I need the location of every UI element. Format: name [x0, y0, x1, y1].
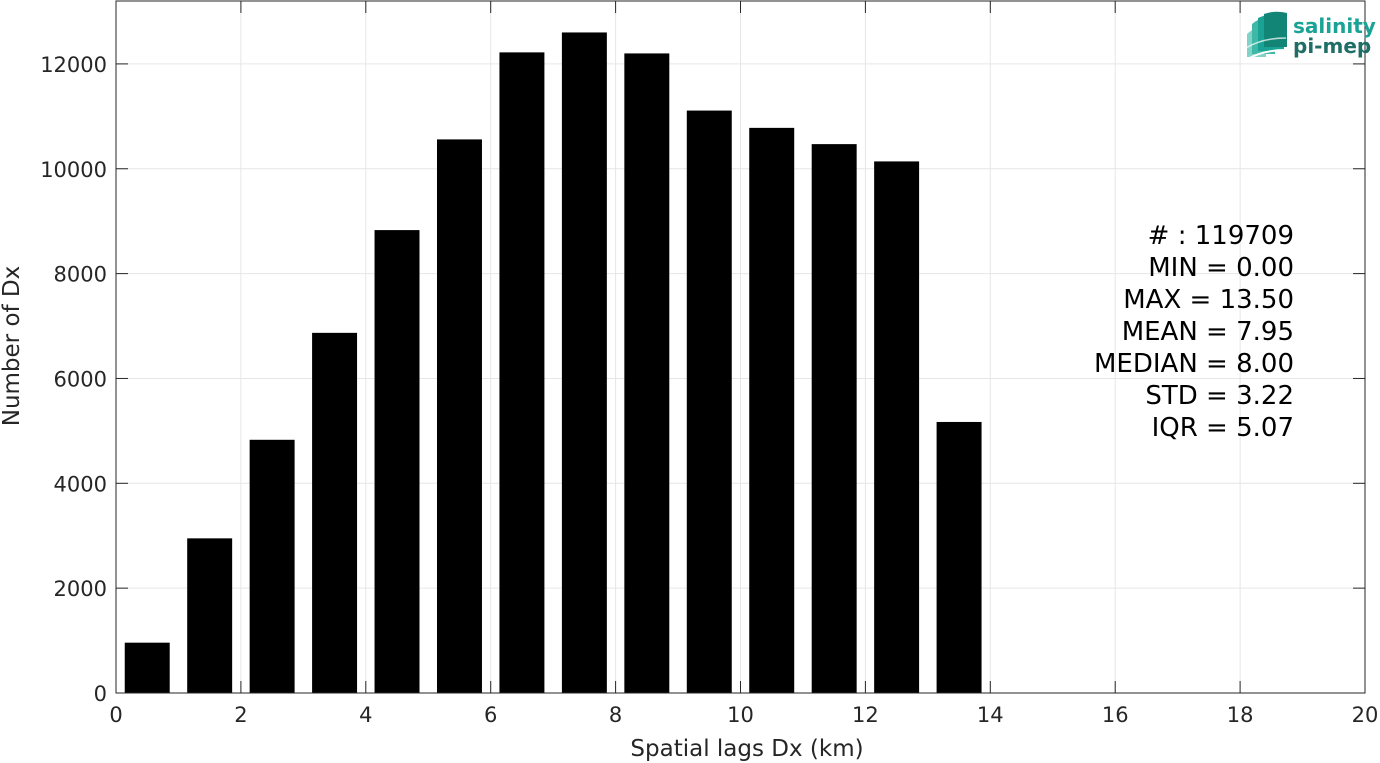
- histogram-bar: [561, 32, 607, 694]
- stat-line: MEAN = 7.95: [1122, 317, 1294, 347]
- stat-line: MEDIAN = 8.00: [1094, 349, 1294, 379]
- histogram-bar: [874, 161, 920, 693]
- histogram-bar: [124, 642, 170, 693]
- histogram-bar: [249, 439, 295, 693]
- y-tick-label: 4000: [54, 472, 107, 496]
- grid-lines: [115, 1, 1366, 694]
- y-tick-label: 12000: [40, 53, 107, 77]
- x-tick-label: 2: [234, 703, 247, 727]
- axis-ticks: [115, 1, 1366, 694]
- y-tick-label: 8000: [54, 263, 107, 287]
- histogram-bar: [936, 421, 982, 693]
- y-tick-labels: 0 2000 4000 6000 8000 10000 12000: [40, 53, 107, 706]
- histogram-bar: [374, 230, 420, 693]
- stat-line: MAX = 13.50: [1123, 285, 1294, 315]
- histogram-bar: [436, 139, 482, 693]
- x-tick-label: 6: [484, 703, 497, 727]
- x-tick-label: 8: [609, 703, 622, 727]
- x-tick-labels: 0 2 4 6 8 10 12 14 16 18 20: [109, 703, 1378, 727]
- stat-line: MIN = 0.00: [1148, 253, 1294, 283]
- bars: [124, 32, 982, 694]
- y-tick-label: 10000: [40, 158, 107, 182]
- histogram-bar: [811, 144, 857, 694]
- salinity-pi-mep-logo: salinity pi-mep: [1245, 11, 1376, 61]
- histogram-bar: [686, 110, 732, 694]
- x-tick-label: 4: [359, 703, 372, 727]
- x-tick-label: 18: [1227, 703, 1254, 727]
- logo-text-salinity: salinity: [1293, 14, 1376, 38]
- histogram-bar: [312, 332, 358, 693]
- histogram-bar: [624, 53, 670, 693]
- stat-line: IQR = 5.07: [1152, 413, 1294, 443]
- x-tick-label: 10: [727, 703, 754, 727]
- y-tick-label: 2000: [54, 577, 107, 601]
- y-tick-label: 0: [94, 682, 107, 706]
- stat-line: STD = 3.22: [1145, 381, 1294, 411]
- x-tick-label: 14: [977, 703, 1004, 727]
- histogram-bar: [749, 127, 795, 693]
- x-tick-label: 20: [1352, 703, 1379, 727]
- x-axis-title: Spatial lags Dx (km): [630, 736, 863, 762]
- x-tick-label: 12: [852, 703, 879, 727]
- y-tick-label: 6000: [54, 367, 107, 391]
- logo-text-pi-mep: pi-mep: [1293, 34, 1371, 58]
- stat-line: # : 119709: [1148, 221, 1294, 251]
- logo-wave-icon: [1245, 11, 1287, 61]
- histogram-bar: [187, 538, 233, 693]
- x-tick-label: 16: [1102, 703, 1129, 727]
- x-tick-label: 0: [109, 703, 122, 727]
- histogram-bar: [499, 52, 545, 694]
- y-axis-title: Number of Dx: [0, 266, 25, 427]
